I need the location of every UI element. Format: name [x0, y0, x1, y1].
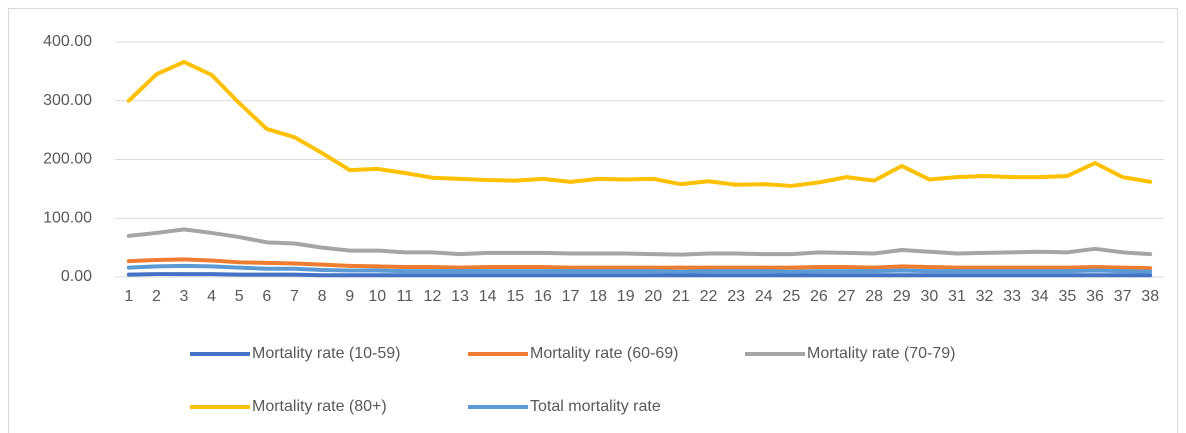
y-tick-label: 100.00 — [43, 209, 92, 226]
y-tick-label: 300.00 — [43, 92, 92, 109]
x-tick-label: 1 — [124, 288, 133, 305]
x-tick-label: 12 — [424, 288, 442, 305]
x-tick-label: 31 — [948, 288, 966, 305]
x-tick-label: 16 — [534, 288, 552, 305]
series-line — [126, 227, 1153, 257]
y-tick-label: 200.00 — [43, 151, 92, 168]
x-tick-label: 24 — [755, 288, 773, 305]
legend-label: Mortality rate (10-59) — [252, 345, 401, 362]
x-tick-label: 3 — [180, 288, 189, 305]
legend-label: Mortality rate (70-79) — [807, 345, 956, 362]
x-tick-label: 37 — [1114, 288, 1132, 305]
x-tick-label: 25 — [782, 288, 800, 305]
legend-label: Total mortality rate — [530, 398, 661, 415]
x-tick-label: 17 — [562, 288, 580, 305]
series-line — [126, 59, 1153, 188]
x-tick-label: 10 — [368, 288, 386, 305]
x-tick-label: 5 — [235, 288, 244, 305]
x-tick-label: 36 — [1086, 288, 1104, 305]
x-tick-label: 13 — [451, 288, 469, 305]
series-line — [126, 263, 1153, 274]
x-tick-label: 29 — [893, 288, 911, 305]
series-line — [126, 257, 1153, 271]
x-tick-label: 21 — [672, 288, 690, 305]
x-tick-label: 2 — [152, 288, 161, 305]
y-tick-label: 0.00 — [61, 268, 92, 285]
x-tick-label: 38 — [1141, 288, 1159, 305]
x-tick-label: 28 — [865, 288, 883, 305]
x-tick-label: 20 — [644, 288, 662, 305]
x-tick-label: 18 — [589, 288, 607, 305]
x-tick-label: 6 — [262, 288, 271, 305]
x-tick-label: 4 — [207, 288, 216, 305]
series-line — [126, 272, 1153, 278]
x-tick-label: 8 — [318, 288, 327, 305]
legend-label: Mortality rate (80+) — [252, 398, 387, 415]
x-tick-label: 22 — [700, 288, 718, 305]
x-tick-label: 19 — [617, 288, 635, 305]
x-tick-label: 11 — [397, 288, 414, 305]
x-tick-label: 23 — [727, 288, 745, 305]
x-tick-label: 33 — [1003, 288, 1021, 305]
x-tick-label: 32 — [976, 288, 994, 305]
x-tick-label: 34 — [1031, 288, 1049, 305]
chart-frame — [8, 8, 1178, 433]
legend-label: Mortality rate (60-69) — [530, 345, 679, 362]
x-tick-label: 15 — [506, 288, 524, 305]
x-tick-label: 35 — [1058, 288, 1076, 305]
y-tick-label: 400.00 — [43, 33, 92, 50]
x-tick-label: 14 — [479, 288, 497, 305]
x-tick-label: 7 — [290, 288, 299, 305]
x-tick-label: 27 — [838, 288, 856, 305]
x-tick-label: 30 — [920, 288, 938, 305]
x-tick-label: 26 — [810, 288, 828, 305]
x-tick-label: 9 — [345, 288, 354, 305]
